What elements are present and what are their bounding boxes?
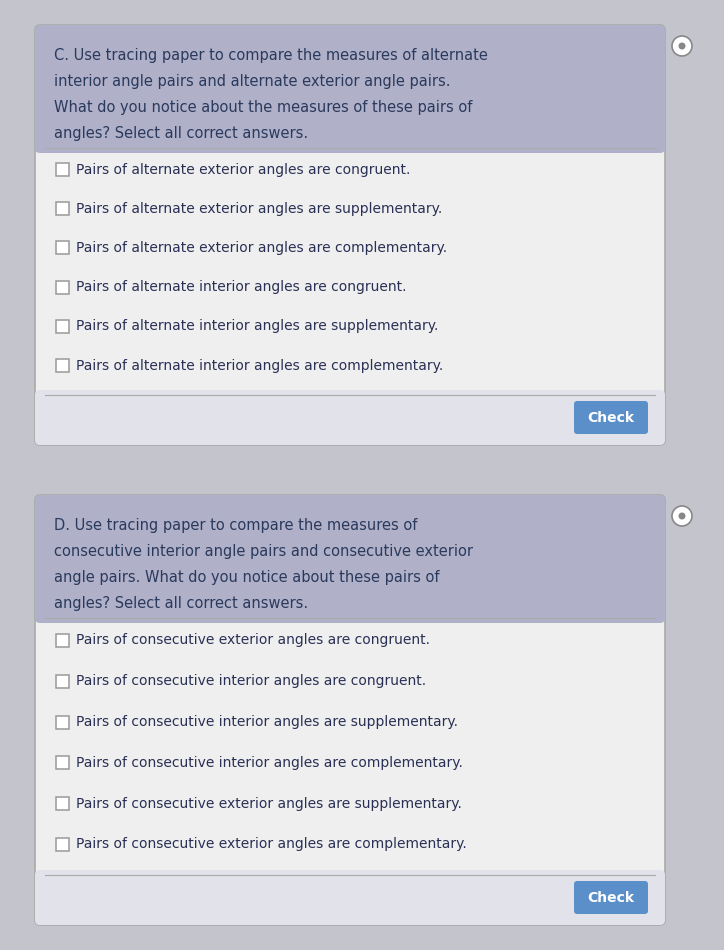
Text: angles? Select all correct answers.: angles? Select all correct answers. <box>54 126 308 141</box>
Text: Pairs of consecutive exterior angles are congruent.: Pairs of consecutive exterior angles are… <box>76 634 430 648</box>
FancyBboxPatch shape <box>35 495 665 925</box>
Circle shape <box>672 36 692 56</box>
Text: consecutive interior angle pairs and consecutive exterior: consecutive interior angle pairs and con… <box>54 544 473 559</box>
FancyBboxPatch shape <box>35 495 665 623</box>
Text: Pairs of consecutive interior angles are complementary.: Pairs of consecutive interior angles are… <box>76 756 463 770</box>
Bar <box>56 715 69 729</box>
Text: Pairs of alternate exterior angles are supplementary.: Pairs of alternate exterior angles are s… <box>76 201 442 216</box>
Bar <box>56 202 69 216</box>
Bar <box>56 838 69 851</box>
Circle shape <box>678 43 686 49</box>
FancyBboxPatch shape <box>35 25 665 153</box>
Bar <box>56 241 69 255</box>
Text: Check: Check <box>587 890 634 904</box>
Text: Pairs of consecutive exterior angles are supplementary.: Pairs of consecutive exterior angles are… <box>76 797 462 810</box>
Bar <box>56 163 69 176</box>
Bar <box>56 634 69 647</box>
Bar <box>56 797 69 810</box>
Text: Pairs of consecutive exterior angles are complementary.: Pairs of consecutive exterior angles are… <box>76 837 467 851</box>
Bar <box>56 674 69 688</box>
Text: Pairs of alternate interior angles are congruent.: Pairs of alternate interior angles are c… <box>76 280 406 294</box>
Text: interior angle pairs and alternate exterior angle pairs.: interior angle pairs and alternate exter… <box>54 74 450 89</box>
Text: D. Use tracing paper to compare the measures of: D. Use tracing paper to compare the meas… <box>54 518 417 533</box>
FancyBboxPatch shape <box>574 881 648 914</box>
Text: What do you notice about the measures of these pairs of: What do you notice about the measures of… <box>54 100 472 115</box>
Bar <box>40 395 660 407</box>
Text: C. Use tracing paper to compare the measures of alternate: C. Use tracing paper to compare the meas… <box>54 48 488 63</box>
Text: Pairs of consecutive interior angles are supplementary.: Pairs of consecutive interior angles are… <box>76 715 458 729</box>
Bar <box>56 280 69 294</box>
Bar <box>40 875 660 887</box>
Bar <box>40 136 660 150</box>
Circle shape <box>678 512 686 520</box>
FancyBboxPatch shape <box>35 390 665 445</box>
Bar <box>56 756 69 770</box>
Text: Pairs of alternate exterior angles are complementary.: Pairs of alternate exterior angles are c… <box>76 241 447 255</box>
Bar <box>56 320 69 332</box>
Text: Pairs of alternate exterior angles are congruent.: Pairs of alternate exterior angles are c… <box>76 162 411 177</box>
Bar <box>56 359 69 372</box>
Text: Pairs of alternate interior angles are complementary.: Pairs of alternate interior angles are c… <box>76 358 443 372</box>
Circle shape <box>672 506 692 526</box>
Bar <box>40 606 660 620</box>
Text: angle pairs. What do you notice about these pairs of: angle pairs. What do you notice about th… <box>54 570 439 585</box>
Text: Pairs of consecutive interior angles are congruent.: Pairs of consecutive interior angles are… <box>76 674 426 688</box>
Text: angles? Select all correct answers.: angles? Select all correct answers. <box>54 596 308 611</box>
Text: Check: Check <box>587 410 634 425</box>
FancyBboxPatch shape <box>574 401 648 434</box>
Text: Pairs of alternate interior angles are supplementary.: Pairs of alternate interior angles are s… <box>76 319 438 333</box>
FancyBboxPatch shape <box>35 870 665 925</box>
FancyBboxPatch shape <box>35 25 665 445</box>
